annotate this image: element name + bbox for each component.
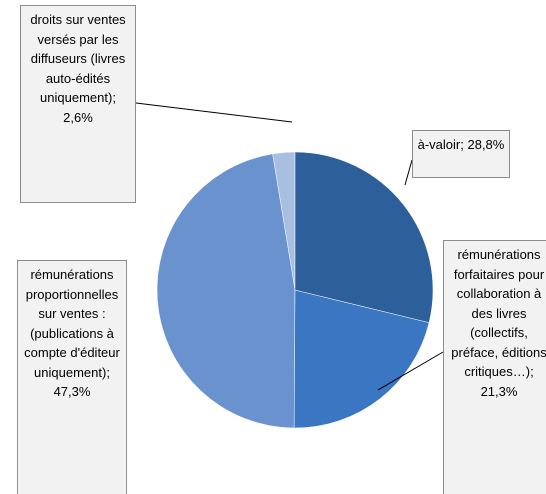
leader-line [404,159,413,186]
label-category: rémunérations proportionnelles sur vente… [24,267,120,380]
label-separator: ; [460,137,468,152]
leader-line [377,351,444,391]
label-separator: ; [530,364,534,379]
data-label: rémunérations proportionnelles sur vente… [17,260,127,494]
label-value: 21,3% [480,383,518,399]
leader-line [135,102,293,123]
label-value: 28,8% [467,137,505,152]
label-category: rémunérations forfaitaires pour collabor… [451,247,546,379]
data-label: rémunérations forfaitaires pour collabor… [443,240,546,494]
data-label: droits sur ventes versés par les diffuse… [20,5,136,203]
data-label: à-valoir; 28,8% [412,130,510,178]
label-separator: ; [106,364,110,380]
pie-slice [294,151,434,323]
pie-slice [156,153,296,429]
label-separator: ; [112,90,116,105]
label-value: 47,3% [53,384,91,399]
label-value: 2,6% [63,109,93,125]
pie-slice [293,289,430,429]
label-category: droits sur ventes versés par les diffuse… [30,12,126,105]
label-category: à-valoir [417,137,461,152]
